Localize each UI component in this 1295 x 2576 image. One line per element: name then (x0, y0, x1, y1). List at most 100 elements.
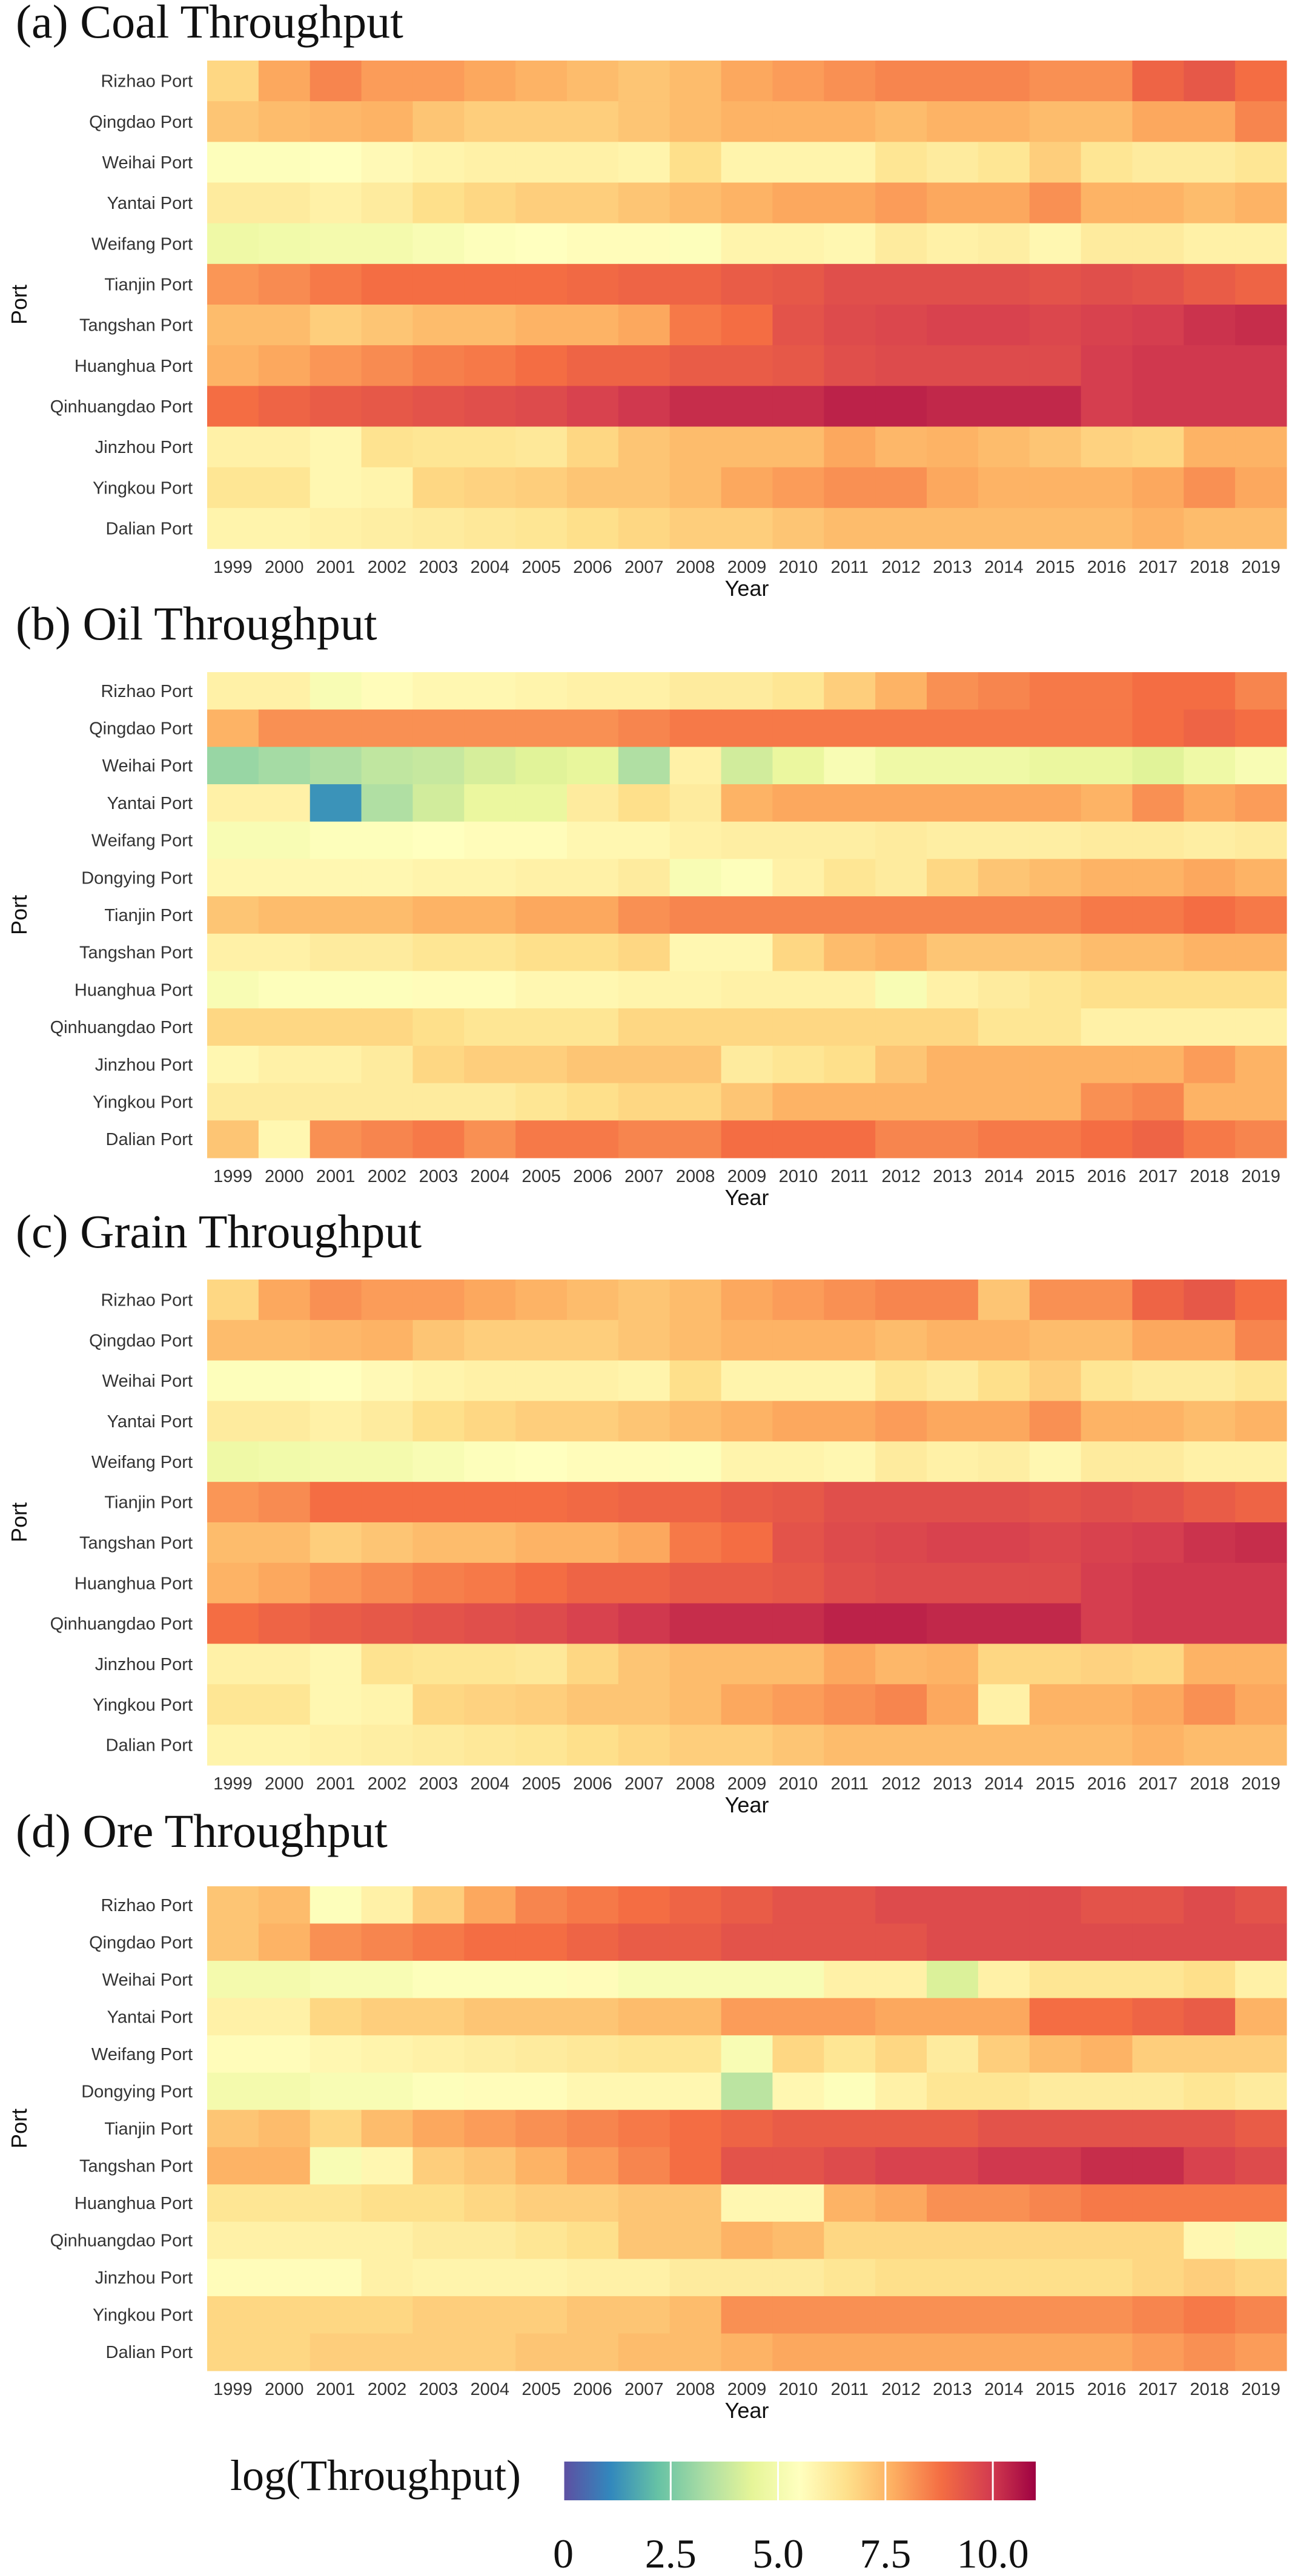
heatmap-cell (1081, 821, 1133, 860)
heatmap-cell (207, 1441, 259, 1482)
heatmap-cell (875, 672, 927, 710)
heatmap-cell (310, 1923, 362, 1961)
heatmap-cell (875, 1008, 927, 1046)
heatmap-cell (412, 747, 465, 785)
heatmap-cell (207, 1643, 259, 1685)
heatmap-cell (310, 2184, 362, 2222)
heatmap-cell (515, 223, 568, 265)
heatmap-cell (310, 223, 362, 265)
heatmap-cell (1235, 1923, 1287, 1961)
heatmap-cell (258, 747, 311, 785)
heatmap-cell (1081, 2221, 1133, 2259)
heatmap-cell (875, 507, 927, 549)
heatmap-cell (978, 1522, 1030, 1564)
heatmap-cell (927, 507, 979, 549)
heatmap-cell (669, 1522, 722, 1564)
y-tick-label: Tangshan Port (79, 943, 193, 963)
y-axis-title: Port (7, 285, 31, 325)
heatmap-cell (1132, 1045, 1184, 1084)
heatmap-cell (310, 2035, 362, 2073)
heatmap-cell (618, 101, 671, 142)
heatmap-cell (1184, 2333, 1236, 2371)
heatmap-cell (875, 2110, 927, 2148)
heatmap-cell (310, 1360, 362, 1402)
heatmap-cell (721, 1562, 773, 1604)
heatmap-cell (412, 1401, 465, 1442)
heatmap-cell (978, 1562, 1030, 1604)
heatmap-cell (258, 1482, 311, 1523)
heatmap-cell (464, 971, 516, 1009)
y-tick-label: Weihai Port (102, 153, 193, 173)
heatmap-cell (1132, 263, 1184, 305)
heatmap-cell (721, 61, 773, 102)
heatmap-cell (464, 1725, 516, 1766)
heatmap-cell (618, 709, 671, 747)
heatmap-cell (875, 896, 927, 934)
heatmap-cell (464, 859, 516, 897)
heatmap-cell (618, 784, 671, 822)
heatmap-cell (1081, 1083, 1133, 1121)
heatmap-cell (361, 386, 414, 428)
heatmap-cell (1235, 1120, 1287, 1158)
heatmap-cell (1235, 2072, 1287, 2110)
x-tick-label: 2013 (933, 1774, 972, 1794)
heatmap-cell (1132, 709, 1184, 747)
heatmap-cell (1029, 386, 1082, 428)
heatmap-cell (1132, 1008, 1184, 1046)
heatmap-cell (1184, 2184, 1236, 2222)
heatmap-cell (618, 672, 671, 710)
heatmap-cell (207, 821, 259, 860)
heatmap-cell (567, 1522, 619, 1564)
heatmap-cell (927, 101, 979, 142)
heatmap-cell (207, 2221, 259, 2259)
x-tick-label: 2006 (573, 1774, 612, 1794)
heatmap-cell (618, 426, 671, 468)
x-tick-label: 2000 (265, 2380, 304, 2399)
heatmap-cell (412, 263, 465, 305)
y-tick-label: Qingdao Port (89, 113, 193, 132)
heatmap-cell (978, 1961, 1030, 1999)
heatmap-cell (875, 142, 927, 183)
heatmap-cell (1132, 1643, 1184, 1685)
x-tick-label: 2014 (984, 1774, 1024, 1794)
heatmap-cell (669, 709, 722, 747)
y-tick-label: Qinhuangdao Port (50, 2231, 193, 2251)
heatmap-cell (1132, 2259, 1184, 2297)
heatmap-cell (258, 61, 311, 102)
heatmap-cell (1184, 2259, 1236, 2297)
heatmap-cell (824, 784, 876, 822)
heatmap-cell (567, 1360, 619, 1402)
heatmap-cell (412, 2184, 465, 2222)
x-tick-label: 2016 (1087, 1167, 1127, 1186)
heatmap-cell (1235, 1961, 1287, 1999)
heatmap-cell (207, 2333, 259, 2371)
heatmap-cell (310, 1998, 362, 2036)
heatmap-cell (258, 1045, 311, 1084)
heatmap-cell (412, 971, 465, 1009)
heatmap-cell (207, 1083, 259, 1121)
heatmap-cell (258, 2221, 311, 2259)
colorbar-legend: log(Throughput) 0 2.5 5.0 7.5 10.0 (230, 2451, 1036, 2576)
x-tick-label: 2001 (316, 558, 356, 577)
heatmap-cell (464, 223, 516, 265)
heatmap-cell (1029, 1280, 1082, 1321)
heatmap-cell (721, 1998, 773, 2036)
heatmap-cell (412, 1998, 465, 2036)
heatmap-cell (721, 784, 773, 822)
heatmap-cell (567, 345, 619, 386)
y-tick-label: Huanghua Port (75, 1574, 193, 1593)
x-tick-label: 2004 (470, 558, 509, 577)
y-tick-label: Tianjin Port (104, 275, 193, 294)
heatmap-cell (721, 933, 773, 972)
heatmap-cell (1132, 859, 1184, 897)
heatmap-cell (1132, 1886, 1184, 1924)
heatmap-cell (927, 223, 979, 265)
x-tick-label: 2007 (624, 2380, 664, 2399)
heatmap-cell (669, 263, 722, 305)
y-tick-label: Tangshan Port (79, 2157, 193, 2176)
heatmap-cell (464, 1083, 516, 1121)
x-tick-label: 2017 (1139, 558, 1178, 577)
heatmap-cell (361, 747, 414, 785)
y-tick-label: Weifang Port (91, 2045, 193, 2064)
heatmap-cell (515, 345, 568, 386)
